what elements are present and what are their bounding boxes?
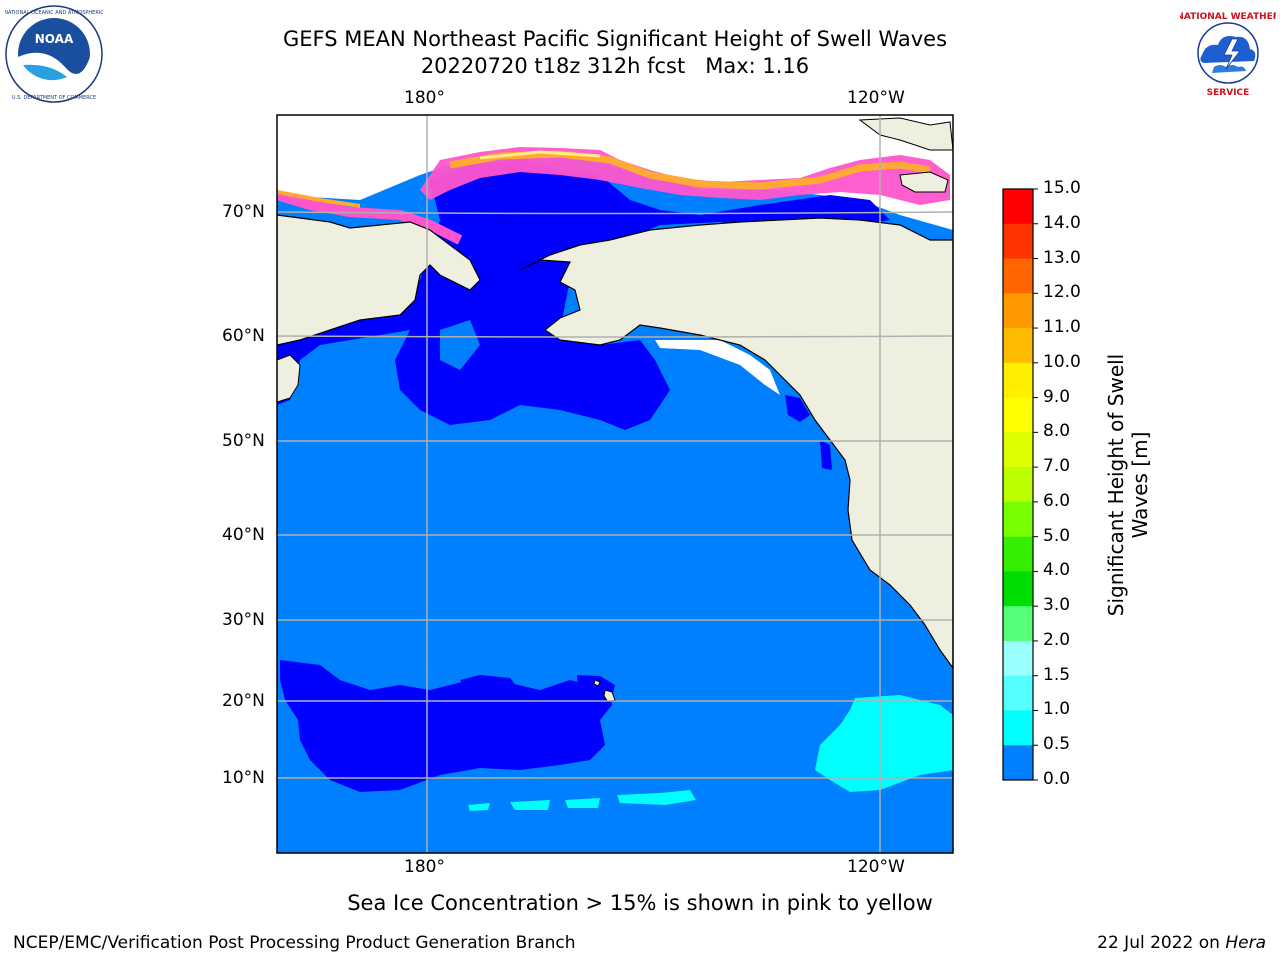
colorbar-tick-label: 4.0 xyxy=(1043,560,1071,581)
colorbar-tick-label: 0.5 xyxy=(1043,734,1071,755)
colorbar-band xyxy=(1003,571,1033,607)
sea-ice-fringe xyxy=(420,147,950,205)
colorbar-tick-label: 13.0 xyxy=(1043,247,1081,268)
lon-label-180-bottom: 180° xyxy=(404,857,445,877)
sea-ice-caption: Sea Ice Concentration > 15% is shown in … xyxy=(347,891,933,915)
land-kamchatka xyxy=(277,354,301,403)
land-siberia xyxy=(277,214,481,346)
colorbar-tick-label: 1.0 xyxy=(1043,699,1071,720)
colorbar-tick-label: 3.0 xyxy=(1043,595,1071,616)
footer-date: 22 Jul 2022 on xyxy=(1097,933,1226,953)
lat-label-70n: 70°N xyxy=(222,202,265,222)
colorbar-band xyxy=(1003,397,1033,433)
svg-text:NATIONAL OCEANIC AND ATMOSPHER: NATIONAL OCEANIC AND ATMOSPHERIC xyxy=(5,10,103,16)
svg-text:NATIONAL WEATHER: NATIONAL WEATHER xyxy=(1180,12,1276,22)
arctic-sea-ice-area xyxy=(277,115,953,230)
low-swell-tropical xyxy=(280,660,612,792)
svg-text:U.S. DEPARTMENT OF COMMERCE: U.S. DEPARTMENT OF COMMERCE xyxy=(12,95,96,101)
colorbar-tick-label: 9.0 xyxy=(1043,386,1071,407)
lat-label-30n: 30°N xyxy=(222,610,265,630)
colorbar-tick-label: 10.0 xyxy=(1043,351,1081,372)
low-swell-bering xyxy=(277,160,890,430)
land-arctic-islands xyxy=(858,117,953,151)
noaa-logo: NOAA NATIONAL OCEANIC AND ATMOSPHERIC U.… xyxy=(4,5,104,103)
gridlines xyxy=(277,115,953,853)
colorbar-band xyxy=(1003,675,1033,711)
footer-date-host: 22 Jul 2022 on Hera xyxy=(1097,933,1266,953)
svg-text:SERVICE: SERVICE xyxy=(1207,88,1250,98)
land-alaska-canada xyxy=(519,217,953,670)
colorbar-band xyxy=(1003,293,1033,329)
colorbar-band xyxy=(1003,258,1033,294)
lon-label-120w-bottom: 120°W xyxy=(847,857,905,877)
colorbar-band xyxy=(1003,640,1033,677)
colorbar-band xyxy=(1003,189,1033,225)
colorbar-tick-label: 14.0 xyxy=(1043,212,1081,233)
nws-logo: NATIONAL WEATHER SERVICE xyxy=(1176,5,1280,101)
colorbar-tick-label: 7.0 xyxy=(1043,456,1071,477)
colorbar-tick-label: 1.5 xyxy=(1043,664,1071,685)
colorbar-band xyxy=(1003,710,1033,746)
lat-label-20n: 20°N xyxy=(222,691,265,711)
colorbar-band xyxy=(1003,223,1033,260)
colorbar-band xyxy=(1003,745,1033,781)
colorbar xyxy=(1003,188,1038,781)
colorbar-label-line1: Significant Height of Swell xyxy=(1104,353,1128,617)
colorbar-tick-label: 2.0 xyxy=(1043,629,1071,650)
colorbar-band xyxy=(1003,328,1033,364)
map-subtitle: 20220720 t18z 312h fcst Max: 1.16 xyxy=(420,54,810,78)
higher-swell-area xyxy=(815,695,953,792)
lat-label-40n: 40°N xyxy=(222,525,265,545)
colorbar-band xyxy=(1003,536,1033,572)
svg-text:NOAA: NOAA xyxy=(35,32,74,46)
colorbar-tick-label: 0.0 xyxy=(1043,769,1071,789)
lat-label-10n: 10°N xyxy=(222,768,265,788)
colorbar-tick-label: 15.0 xyxy=(1043,178,1081,198)
colorbar-tick-label: 12.0 xyxy=(1043,282,1081,303)
lon-label-180-top: 180° xyxy=(404,88,445,108)
lon-label-120w-top: 120°W xyxy=(847,88,905,108)
footer-host: Hera xyxy=(1225,933,1266,953)
colorbar-tick-label: 11.0 xyxy=(1043,317,1081,338)
colorbar-band xyxy=(1003,362,1033,399)
lat-label-60n: 60°N xyxy=(222,326,265,346)
colorbar-band xyxy=(1003,432,1033,468)
colorbar-band xyxy=(1003,467,1033,503)
colorbar-label-line2: Waves [m] xyxy=(1128,431,1152,539)
lat-label-50n: 50°N xyxy=(222,431,265,451)
colorbar-band xyxy=(1003,606,1033,642)
colorbar-tick-label: 5.0 xyxy=(1043,525,1071,546)
footer-branch: NCEP/EMC/Verification Post Processing Pr… xyxy=(13,933,576,953)
colorbar-band xyxy=(1003,501,1033,538)
colorbar-tick-label: 8.0 xyxy=(1043,421,1071,442)
map-title: GEFS MEAN Northeast Pacific Significant … xyxy=(282,27,948,51)
colorbar-tick-label: 6.0 xyxy=(1043,490,1071,511)
